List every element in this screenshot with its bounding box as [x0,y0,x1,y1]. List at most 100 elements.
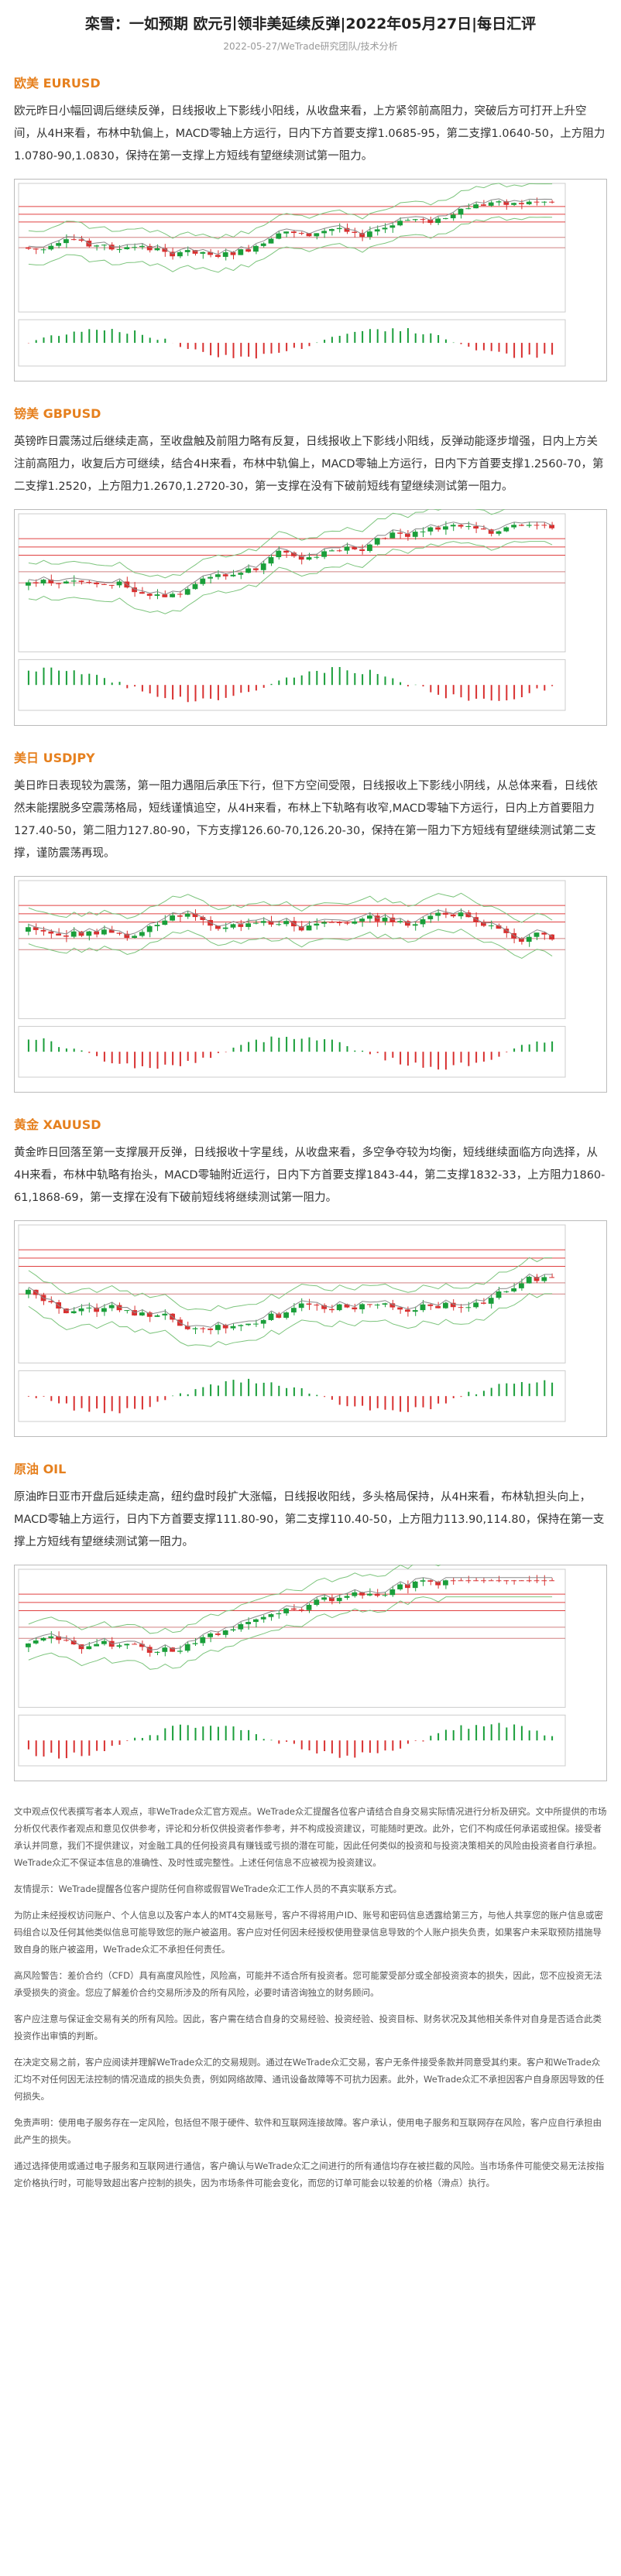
candle-body [116,932,122,934]
chart-image [14,1565,607,1781]
candle-body [473,1302,479,1308]
candle-body [450,915,456,917]
candle-body [291,1308,297,1313]
candle-body [146,594,153,596]
candle-body [78,1644,84,1650]
disclaimer-text: 通过选择使用或通过电子服务和互联网进行通信，客户确认与WeTrade众汇之间进行… [14,2160,605,2188]
candle-body [208,576,213,579]
band-lower [28,929,553,960]
band-mid [28,1273,553,1328]
candle-body [427,1304,434,1306]
candle-body [503,1291,509,1292]
candle-body [481,204,486,206]
candle-body [245,923,251,927]
candle-body [200,917,206,920]
candle-body [192,913,198,918]
candle-body [549,201,554,203]
candle-body [177,251,183,257]
candle-body [268,1614,274,1617]
candle-body [94,1307,99,1312]
candle-body [40,1637,46,1641]
candle-body [488,202,494,206]
article-title: 栾雪：一如预期 欧元引领非美延续反弹|2022年05月27日|每日汇评 [84,15,537,32]
candle-body [306,1604,312,1610]
candle-body [359,919,365,922]
candle-body [389,532,396,539]
candle-body [33,1640,39,1644]
candle-body [170,915,175,921]
candle-body [40,249,46,251]
band-upper [28,1565,441,1634]
candle-body [253,1323,259,1325]
candle-body [321,922,327,924]
candle-body [306,233,312,237]
candle-body [420,1580,426,1582]
candle-body [230,574,236,576]
candle-body [154,1651,160,1653]
candle-body [412,532,418,537]
candle-body [526,1277,532,1284]
candle-body [496,925,502,929]
candle-body [184,1326,190,1329]
candle-body [503,929,509,933]
candle-body [465,525,472,527]
candle-body [245,249,251,252]
candle-body [344,922,350,924]
candle-body [359,1592,365,1596]
sections: 欧美 EURUSD 欧元昨日小幅回调后继续反弹，日线报收上下影线小阳线，从收盘来看… [14,73,607,1781]
candle-body [276,1313,282,1318]
candle-body [291,1608,297,1610]
candle-body [26,582,31,586]
candle-body [496,1580,502,1582]
candle-body [450,1580,456,1582]
macd-panel [18,1714,566,1767]
candle-body [412,1310,418,1312]
band-lower [28,216,553,273]
candle-body [184,589,190,595]
candle-body [63,239,69,244]
candle-body [435,1305,441,1309]
candle-body [526,936,532,942]
candle-body [541,201,547,203]
candle-body [48,245,54,250]
candle-body [260,243,266,246]
band-upper [28,183,553,240]
candle-body [367,1593,372,1596]
candle-body [382,917,388,922]
candle-body [298,556,304,560]
candle-body [435,1582,441,1586]
candle-body [116,581,122,586]
macd-panel [18,1025,566,1078]
candle-body [503,527,509,532]
candle-body [132,587,137,593]
candle-body [63,1308,69,1314]
candle-body [154,248,160,251]
candle-body [283,921,289,925]
candle-body [78,580,84,583]
candle-body [48,1636,54,1638]
candle-body [389,225,396,228]
candle-body [306,557,312,560]
candle-body [177,915,183,917]
section-text: 英镑昨日震荡过后继续走高，至收盘触及前阻力略有反复，日线报收上下影线小阳线，反弹… [14,436,604,493]
section-text: 欧元昨日小幅回调后继续反弹，日线报收上下影线小阳线，从收盘来看，上方紧邻前高阻力… [14,105,606,162]
candle-body [238,1325,244,1326]
section-text: 黄金昨日回落至第一支撑展开反弹，日线报收十字星线，从收盘来看，多空争夺较为均衡，… [14,1147,606,1204]
candle-body [124,247,130,250]
candle-body [108,584,115,586]
candle-body [94,582,99,584]
candle-body [26,1289,31,1295]
candle-body [291,231,297,234]
candle-body [526,201,532,204]
candle-body [488,925,494,926]
candle-body [435,527,441,530]
candle-body [329,550,335,552]
chart-frame [14,179,607,381]
candle-body [488,1298,494,1304]
candle-body [397,1307,403,1310]
band-upper [28,892,553,923]
candle-body [321,231,327,234]
candle-body [48,931,54,934]
candle-body [549,934,554,940]
candle-body [382,1303,388,1305]
